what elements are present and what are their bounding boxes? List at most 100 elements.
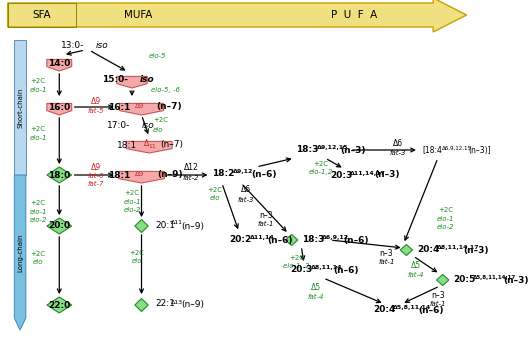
Text: (n–3): (n–3): [340, 145, 366, 154]
Text: elo-2: elo-2: [30, 217, 47, 223]
Text: 18:2: 18:2: [212, 169, 235, 178]
Text: fat-1: fat-1: [430, 301, 446, 307]
Text: Δ12: Δ12: [184, 164, 198, 172]
Text: +2C: +2C: [124, 190, 140, 196]
Text: fat-3: fat-3: [238, 197, 254, 203]
Text: (n–6): (n–6): [343, 236, 369, 244]
Text: (n–9): (n–9): [157, 170, 183, 179]
Polygon shape: [400, 244, 413, 256]
Text: +2C: +2C: [31, 200, 45, 206]
Text: Δ5,8,11,14: Δ5,8,11,14: [393, 305, 431, 310]
Text: 18:3: 18:3: [302, 235, 324, 243]
Text: (n–7): (n–7): [161, 141, 184, 149]
Text: elo-1, 2: elo-1, 2: [283, 263, 309, 269]
Text: Long-chain: Long-chain: [17, 233, 23, 272]
Text: iso: iso: [96, 42, 108, 50]
Text: (n–3): (n–3): [503, 275, 528, 285]
Text: Δ5: Δ5: [311, 284, 321, 292]
Text: (n–6): (n–6): [268, 236, 293, 244]
Polygon shape: [47, 297, 72, 313]
Text: Δ11: Δ11: [171, 220, 183, 225]
Text: Δ11,14: Δ11,14: [250, 236, 275, 241]
Text: Short-chain: Short-chain: [17, 87, 23, 128]
Text: 22:1: 22:1: [155, 299, 175, 309]
Text: 20:5: 20:5: [453, 274, 476, 284]
Text: fat-3: fat-3: [389, 150, 406, 156]
Text: fat-1: fat-1: [378, 259, 395, 265]
Text: elo: elo: [33, 259, 43, 265]
Text: 11: 11: [148, 144, 156, 148]
Text: (n–3): (n–3): [463, 245, 488, 255]
Polygon shape: [47, 59, 72, 71]
Text: Δ6: Δ6: [241, 186, 251, 194]
Text: fat-4: fat-4: [408, 272, 424, 278]
Text: 20:3: 20:3: [330, 170, 352, 179]
Text: +2C: +2C: [313, 161, 328, 167]
Text: Δ9: Δ9: [90, 97, 101, 105]
Text: iso: iso: [140, 75, 154, 84]
Text: +2C: +2C: [31, 251, 45, 257]
Text: fat-2: fat-2: [183, 175, 199, 181]
Text: Δ5: Δ5: [411, 262, 421, 270]
Text: Δ6,9,12,15: Δ6,9,12,15: [442, 145, 472, 150]
Text: Δ9,12: Δ9,12: [233, 169, 254, 174]
Text: 20:0: 20:0: [48, 221, 70, 231]
Text: (n–3): (n–3): [374, 170, 399, 179]
Text: [18:4: [18:4: [423, 145, 443, 154]
Text: 22:0: 22:0: [48, 300, 70, 310]
Text: elo-5, -6: elo-5, -6: [151, 87, 180, 93]
Text: (n–6): (n–6): [418, 306, 443, 314]
Text: n–3: n–3: [379, 248, 393, 258]
Polygon shape: [135, 219, 148, 233]
Polygon shape: [14, 175, 26, 330]
Text: (n–3)]: (n–3)]: [469, 145, 491, 154]
Polygon shape: [286, 235, 298, 245]
Text: fat-7: fat-7: [87, 181, 104, 187]
Text: elo-5: elo-5: [149, 53, 167, 59]
Text: 20:4: 20:4: [417, 244, 439, 254]
Polygon shape: [47, 218, 72, 234]
Text: (n–6): (n–6): [333, 266, 358, 274]
Text: +2C: +2C: [438, 207, 453, 213]
Text: +2C: +2C: [129, 250, 144, 256]
Text: Δ11,14,17: Δ11,14,17: [350, 170, 386, 175]
Text: Δ9: Δ9: [135, 103, 144, 109]
Polygon shape: [126, 141, 172, 153]
Polygon shape: [47, 103, 72, 115]
Text: elo-1: elo-1: [123, 199, 141, 205]
Text: 20:3: 20:3: [290, 266, 313, 274]
Polygon shape: [120, 103, 163, 115]
Text: fat-4: fat-4: [307, 294, 324, 300]
Text: 15:0-: 15:0-: [102, 75, 128, 84]
Text: elo: elo: [132, 258, 142, 264]
Text: 20:4: 20:4: [373, 305, 395, 314]
Text: 18:0: 18:0: [48, 170, 70, 179]
Polygon shape: [117, 76, 147, 88]
Text: 14:0: 14:0: [48, 58, 70, 68]
Text: 18:3: 18:3: [296, 145, 319, 153]
Text: elo-1: elo-1: [30, 135, 47, 141]
Polygon shape: [47, 167, 72, 183]
Text: fat-5: fat-5: [87, 108, 104, 114]
Text: elo-2: elo-2: [123, 207, 141, 213]
Text: 20:2: 20:2: [230, 236, 252, 244]
Text: elo-1,2: elo-1,2: [308, 169, 332, 175]
Text: (n–9): (n–9): [181, 300, 205, 310]
Text: 16:1: 16:1: [108, 102, 130, 112]
Polygon shape: [436, 274, 449, 286]
Text: (n–7): (n–7): [156, 102, 181, 112]
Text: +2C: +2C: [289, 255, 304, 261]
Text: SFA: SFA: [33, 10, 51, 20]
Text: fat-6: fat-6: [87, 173, 104, 179]
Text: Δ5,8,11,14,17: Δ5,8,11,14,17: [473, 274, 516, 280]
Text: elo-1: elo-1: [437, 216, 454, 222]
Text: (n–9): (n–9): [181, 221, 205, 231]
Text: Δ8,11,14: Δ8,11,14: [311, 266, 342, 270]
Text: Δ6,9,12: Δ6,9,12: [322, 235, 349, 240]
Text: +2C: +2C: [208, 187, 223, 193]
Text: Δ9: Δ9: [90, 164, 101, 172]
Text: Δ9,12,15: Δ9,12,15: [316, 145, 348, 149]
Text: (n–6): (n–6): [251, 170, 277, 179]
Text: P  U  F  A: P U F A: [331, 10, 377, 20]
Text: 18:1: 18:1: [116, 141, 136, 149]
